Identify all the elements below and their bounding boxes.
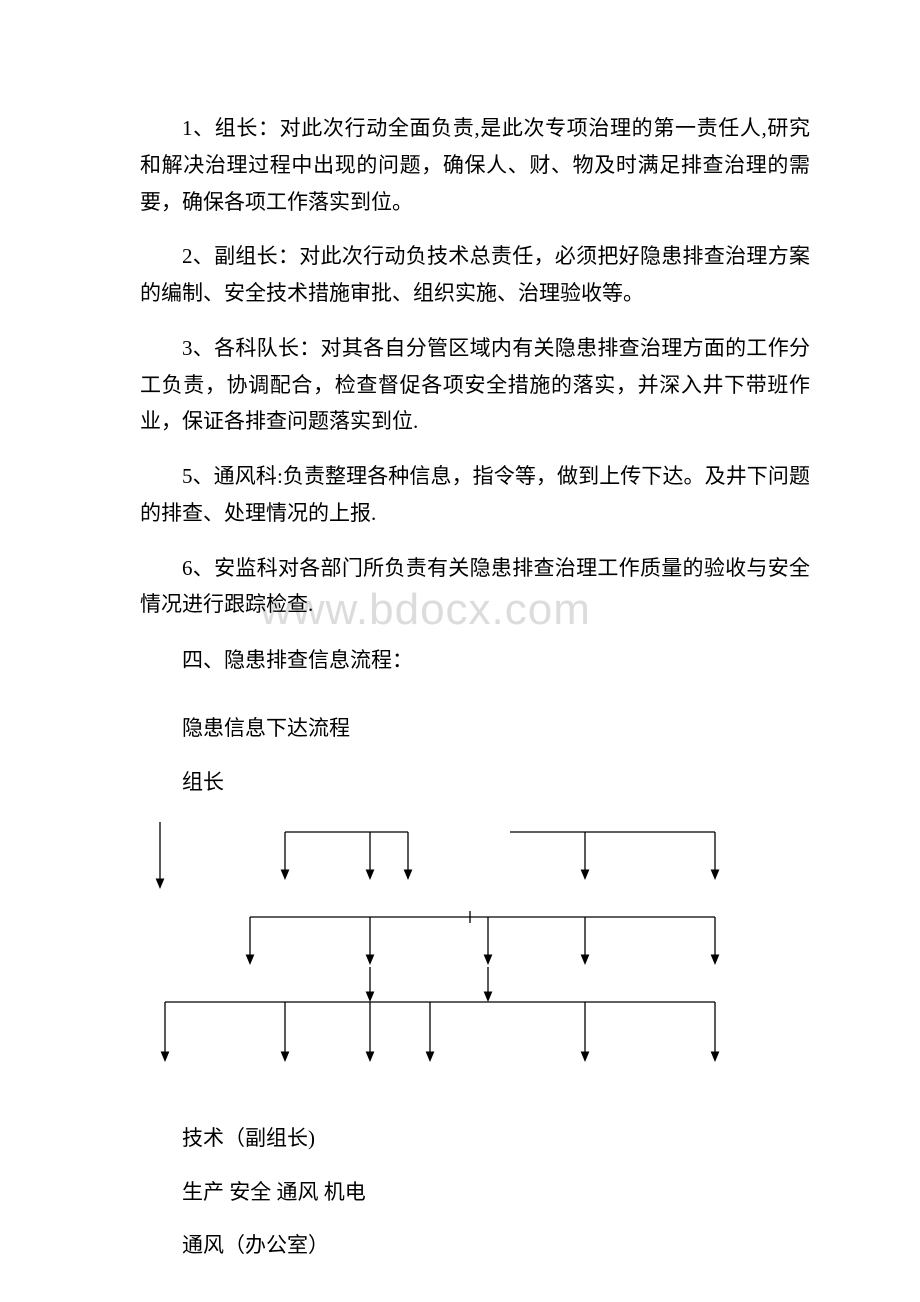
paragraph-3: 3、各科队长：对其各自分管区域内有关隐患排查治理方面的工作分工负责，协调配合，检… (140, 330, 810, 440)
flowchart-diagram (140, 817, 810, 1107)
tech-label: 技术（副组长) (140, 1119, 810, 1159)
leader-label: 组长 (140, 763, 810, 803)
paragraph-6: 6、安监科对各部门所负责有关隐患排查治理工作质量的验收与安全情况进行跟踪检查. (140, 550, 810, 624)
document-content: 1、组长：对此次行动全面负责,是此次专项治理的第一责任人,研究和解决治理过程中出… (140, 110, 810, 1266)
office-label: 通风（办公室） (140, 1226, 810, 1266)
flow-title: 隐患信息下达流程 (140, 709, 810, 749)
paragraph-2: 2、副组长：对此次行动负技术总责任，必须把好隐患排查治理方案的编制、安全技术措施… (140, 238, 810, 312)
flowchart-svg (140, 817, 790, 1107)
paragraph-1: 1、组长：对此次行动全面负责,是此次专项治理的第一责任人,研究和解决治理过程中出… (140, 110, 810, 220)
section-4-title: 四、隐患排查信息流程： (140, 641, 810, 681)
department-list: 生产 安全 通风 机电 (140, 1173, 810, 1213)
paragraph-5: 5、通风科:负责整理各种信息，指令等，做到上传下达。及井下问题的排查、处理情况的… (140, 458, 810, 532)
